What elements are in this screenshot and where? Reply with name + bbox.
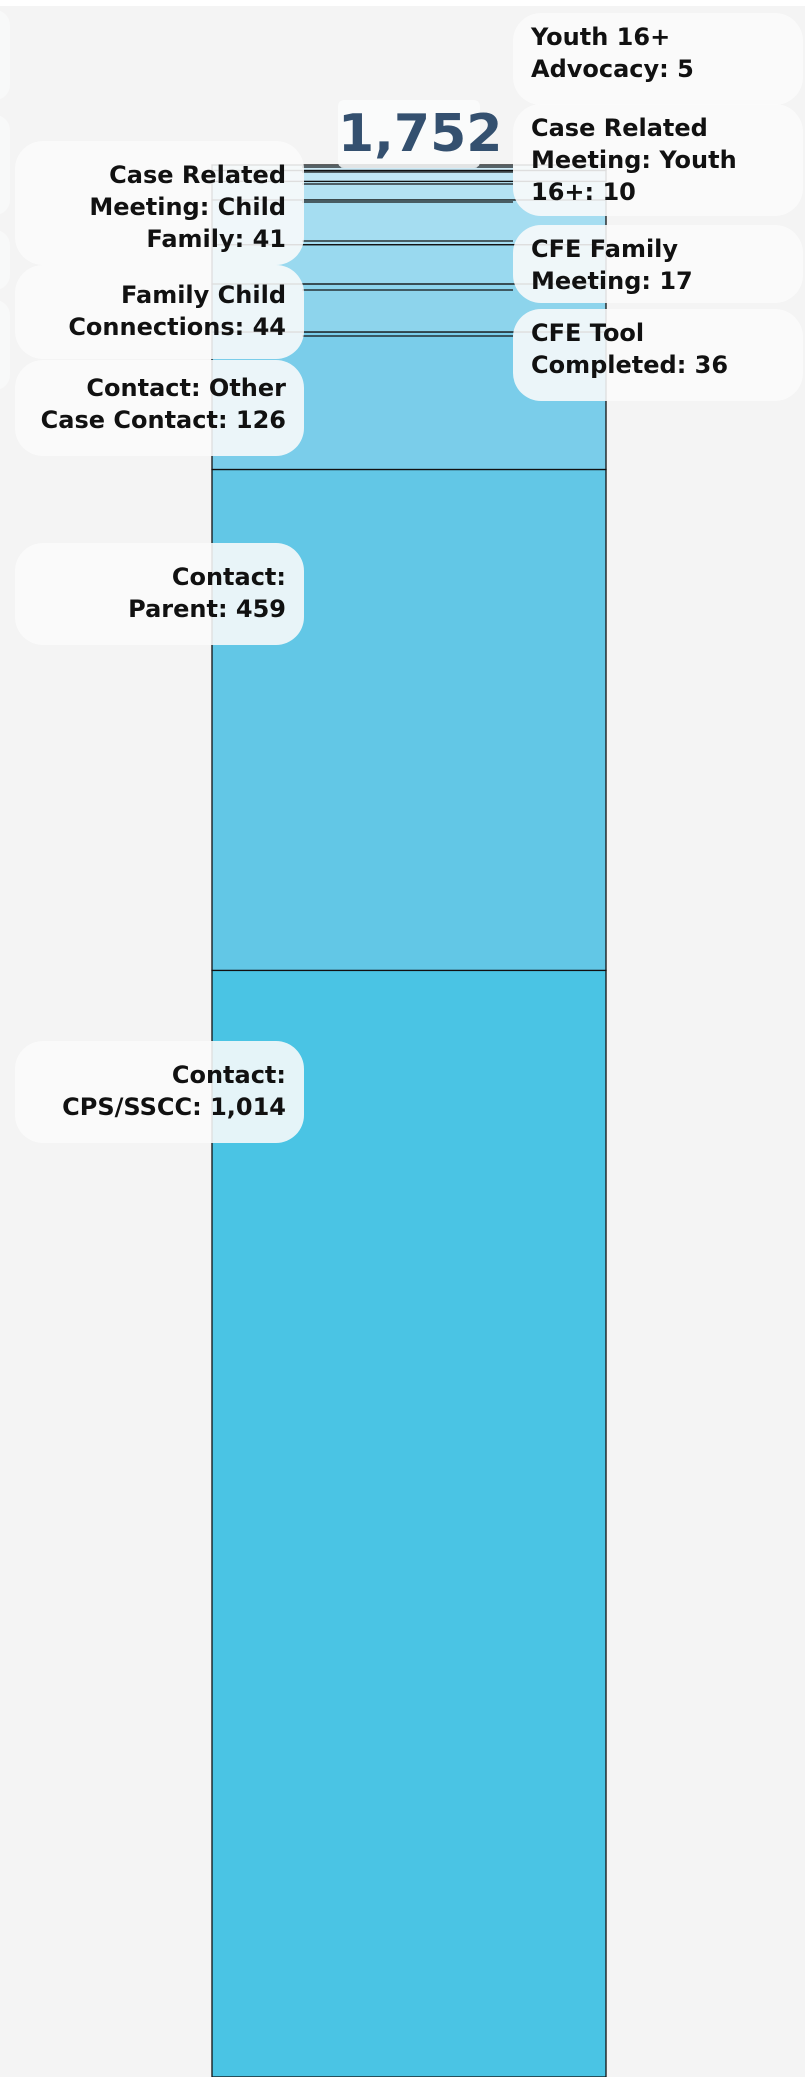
label-text: Contact: CPS/SSCC: 1,014 <box>62 1061 286 1121</box>
label-text: CFE Tool Completed: 36 <box>531 319 729 379</box>
ghost-panel <box>0 10 10 100</box>
ghost-panel <box>0 115 10 215</box>
chart-total: 1,752 <box>338 100 502 168</box>
label-case-meeting-youth: Case Related Meeting: Youth 16+: 10 <box>513 104 803 216</box>
label-cps-sscc: Contact: CPS/SSCC: 1,014 <box>15 1041 304 1143</box>
ghost-panel <box>0 230 10 290</box>
label-text: CFE Family Meeting: 17 <box>531 235 693 295</box>
label-parent: Contact: Parent: 459 <box>15 543 304 645</box>
label-text: Youth 16+ Advocacy: 5 <box>531 23 694 83</box>
label-text: Family Child Connections: 44 <box>68 281 286 341</box>
label-family-child-connections: Family Child Connections: 44 <box>15 265 304 359</box>
label-case-meeting-child: Case Related Meeting: Child Family: 41 <box>15 141 304 265</box>
label-text: Contact: Parent: 459 <box>128 563 286 623</box>
label-text: Contact: Other Case Contact: 126 <box>40 374 286 434</box>
top-border <box>0 0 805 6</box>
label-other-case-contact: Contact: Other Case Contact: 126 <box>15 360 304 456</box>
label-cfe-tool: CFE Tool Completed: 36 <box>513 309 803 401</box>
label-text: Case Related Meeting: Child Family: 41 <box>89 161 286 253</box>
label-cfe-family-meeting: CFE Family Meeting: 17 <box>513 225 803 303</box>
label-text: Case Related Meeting: Youth 16+: 10 <box>531 114 737 206</box>
bar-segment-0 <box>211 969 607 2077</box>
ghost-panel <box>0 300 10 390</box>
label-youth-advocacy: Youth 16+ Advocacy: 5 <box>513 13 803 105</box>
